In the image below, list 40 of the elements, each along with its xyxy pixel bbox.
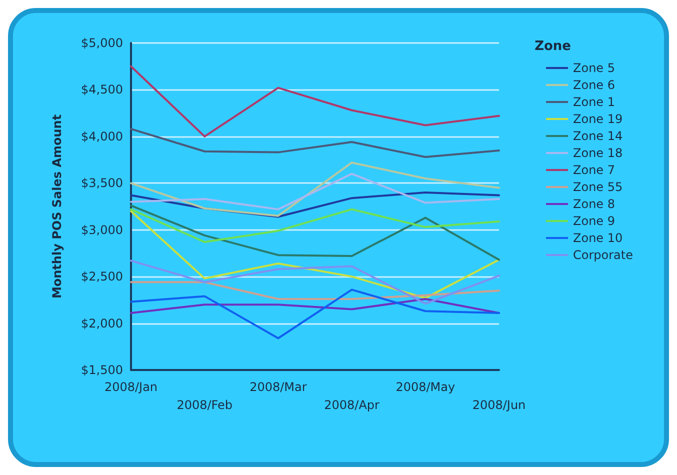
y-tick-label: $4,500 (81, 82, 123, 97)
line-series (130, 65, 500, 138)
y-tick-label: $5,000 (81, 36, 123, 50)
legend-label: Corporate (573, 248, 634, 262)
y-tick-label: $2,000 (81, 316, 123, 330)
x-tick-label: 2008/Jan (104, 380, 158, 394)
line-series (130, 172, 500, 210)
x-tick-label: 2008/May (396, 380, 456, 394)
legend-label: Zone 19 (573, 112, 623, 126)
line-series (130, 260, 500, 305)
y-tick-label: $1,500 (81, 363, 123, 377)
legend-title: Zone (534, 39, 572, 54)
y-axis-title: Monthly POS Sales Amount (50, 114, 64, 299)
legend-label: Zone 8 (573, 197, 616, 211)
legend-label: Zone 10 (573, 231, 623, 245)
legend-label: Zone 7 (573, 163, 616, 177)
legend-label: Zone 1 (573, 95, 616, 109)
x-tick-label: 2008/Jun (472, 398, 526, 412)
legend-label: Zone 55 (573, 180, 623, 194)
x-tick-label: 2008/Feb (176, 398, 233, 412)
legend-label: Zone 9 (573, 214, 616, 228)
line-series (130, 204, 500, 261)
x-tick-label: 2008/Mar (250, 380, 307, 394)
y-tick-label: $3,500 (81, 176, 123, 190)
legend-label: Zone 14 (573, 129, 623, 143)
legend-label: Zone 18 (573, 146, 623, 160)
x-tick-label: 2008/Apr (324, 398, 380, 412)
line-series (130, 281, 500, 300)
legend-label: Zone 5 (573, 61, 616, 75)
y-tick-label: $3,000 (81, 222, 123, 237)
y-tick-label: $4,000 (81, 129, 123, 144)
line-series (130, 298, 500, 314)
line-series (130, 210, 500, 300)
line-series (130, 208, 500, 244)
line-series (130, 128, 500, 158)
line-series (130, 288, 500, 340)
y-tick-label: $2,500 (81, 270, 123, 284)
legend-label: Zone 6 (573, 78, 616, 92)
line-series (130, 162, 500, 217)
line-series (130, 191, 500, 218)
